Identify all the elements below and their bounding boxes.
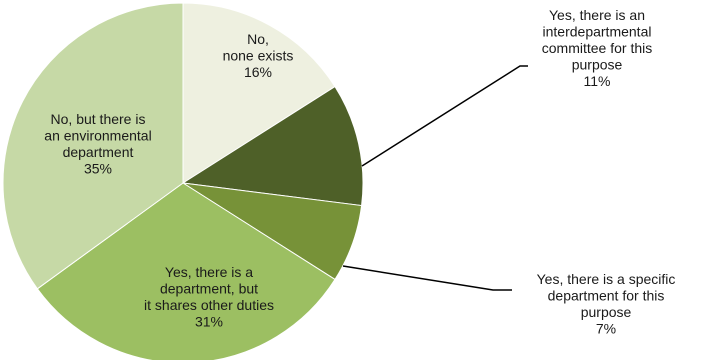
leader-line-2 xyxy=(361,65,528,167)
slice-label-5: No, but there is an environmental departme… xyxy=(44,111,151,177)
slice-label-1: No, none exists 16% xyxy=(223,31,294,80)
pie-slice-4 xyxy=(36,182,336,360)
pie-slice-1 xyxy=(182,2,336,184)
pie-slice-2 xyxy=(181,85,364,207)
slice-label-2: Yes, there is an interdepartmental committ… xyxy=(542,7,652,89)
leader-line-3 xyxy=(342,265,512,291)
slice-label-3: Yes, there is a specific department for t… xyxy=(537,271,676,337)
slice-label-4: Yes, there is a department, but it shares … xyxy=(144,264,274,330)
pie-slice-5 xyxy=(2,2,184,290)
